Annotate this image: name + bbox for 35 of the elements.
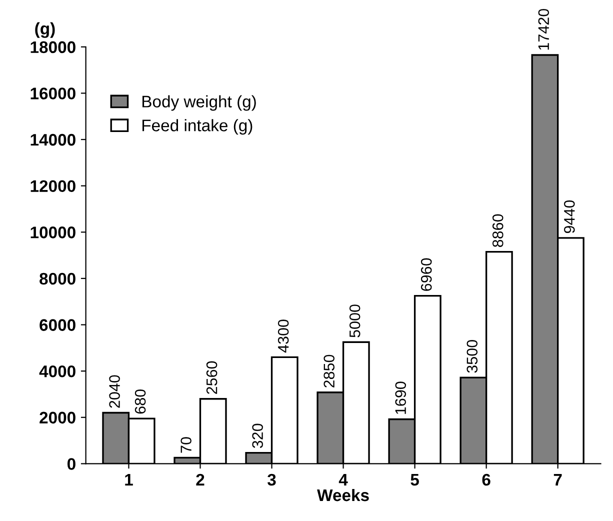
legend-label: Feed intake (g) (142, 119, 252, 135)
annotation: 3500 (466, 340, 478, 373)
annotation: 2560 (206, 361, 218, 394)
y-tick-label: 16000 (30, 88, 76, 100)
x-tick-label: 1 (125, 474, 133, 486)
annotation: 2040 (109, 375, 120, 408)
annotation: 1690 (395, 382, 406, 414)
x-tick-label: 3 (268, 474, 276, 486)
annotation: 4300 (278, 320, 289, 353)
annotation: 17420 (538, 8, 550, 50)
annotation: 8860 (492, 214, 504, 247)
annotation: 320 (252, 424, 263, 448)
x-tick-label: 7 (554, 474, 562, 486)
y-tick-label: 10000 (30, 226, 76, 238)
y-tick-label: 6000 (40, 319, 76, 331)
legend-label: Body weight (g) (142, 95, 256, 111)
x-tick-label: 5 (410, 474, 419, 486)
y-tick-label: 4000 (39, 365, 76, 378)
y-axis-title: (g) (35, 22, 55, 38)
annotation: 2850 (324, 354, 335, 388)
annotation: 70 (180, 437, 192, 453)
y-tick-label: 14000 (30, 134, 76, 146)
annotation: 9440 (564, 200, 575, 234)
x-axis-title: Weeks (317, 488, 369, 502)
x-tick-label: 4 (338, 474, 348, 486)
y-tick-label: 12000 (30, 180, 76, 192)
annotation: 5000 (349, 304, 360, 338)
annotation: 680 (134, 389, 146, 414)
y-tick-label: 0 (67, 458, 76, 470)
x-tick-label: 6 (482, 474, 490, 486)
y-tick-label: 8000 (40, 272, 76, 285)
y-tick-label: 18000 (30, 41, 76, 54)
annotation: 6960 (420, 258, 432, 291)
y-tick-label: 2000 (40, 412, 76, 424)
x-tick-label: 2 (196, 474, 204, 486)
